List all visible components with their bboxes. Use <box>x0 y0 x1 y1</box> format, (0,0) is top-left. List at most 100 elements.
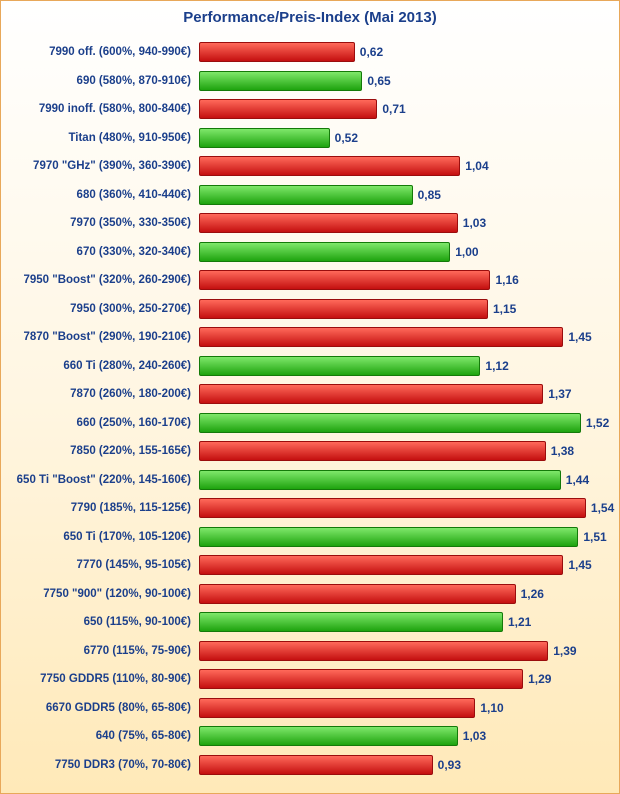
row-bar <box>199 726 458 746</box>
row-value: 1,26 <box>516 584 544 604</box>
row-value: 0,93 <box>433 755 461 775</box>
row-label: 6670 GDDR5 (80%, 65-80€) <box>11 702 199 714</box>
row-label: 7950 (300%, 250-270€) <box>11 303 199 315</box>
row-track: 1,00 <box>199 242 609 262</box>
row-label: 7750 DDR3 (70%, 70-80€) <box>11 759 199 771</box>
row-value: 0,65 <box>362 71 390 91</box>
row-value: 1,45 <box>563 555 591 575</box>
row-bar <box>199 270 490 290</box>
chart-row: 7950 (300%, 250-270€)1,15 <box>11 295 609 324</box>
row-bar <box>199 527 578 547</box>
row-label: 7770 (145%, 95-105€) <box>11 559 199 571</box>
row-label: 660 Ti (280%, 240-260€) <box>11 360 199 372</box>
chart-row: 7770 (145%, 95-105€) 1,45 <box>11 551 609 580</box>
row-label: 6770 (115%, 75-90€) <box>11 645 199 657</box>
chart-row: 7990 off. (600%, 940-990€) 0,62 <box>11 38 609 67</box>
chart-row: 7970 (350%, 330-350€)1,03 <box>11 209 609 238</box>
row-label: 690 (580%, 870-910€) <box>11 75 199 87</box>
row-track: 1,29 <box>199 669 609 689</box>
chart-row: 670 (330%, 320-340€) 1,00 <box>11 238 609 267</box>
row-bar <box>199 470 561 490</box>
row-label: 680 (360%, 410-440€) <box>11 189 199 201</box>
row-track: 1,52 <box>199 413 609 433</box>
row-value: 1,37 <box>543 384 571 404</box>
row-value: 1,00 <box>450 242 478 262</box>
row-value: 1,10 <box>475 698 503 718</box>
row-value: 1,38 <box>546 441 574 461</box>
row-bar <box>199 698 475 718</box>
row-label: 670 (330%, 320-340€) <box>11 246 199 258</box>
row-track: 1,26 <box>199 584 609 604</box>
row-track: 1,21 <box>199 612 609 632</box>
row-bar <box>199 384 543 404</box>
row-value: 1,04 <box>460 156 488 176</box>
row-value: 1,16 <box>490 270 518 290</box>
row-label: 7990 inoff. (580%, 800-840€) <box>11 103 199 115</box>
row-value: 1,51 <box>578 527 606 547</box>
row-bar <box>199 584 516 604</box>
row-value: 1,03 <box>458 726 486 746</box>
row-value: 0,62 <box>355 42 383 62</box>
row-track: 1,15 <box>199 299 609 319</box>
row-track: 0,52 <box>199 128 609 148</box>
row-bar <box>199 441 546 461</box>
chart-row: 690 (580%, 870-910€) 0,65 <box>11 67 609 96</box>
row-track: 1,51 <box>199 527 609 547</box>
chart-row: 7750 DDR3 (70%, 70-80€) 0,93 <box>11 751 609 780</box>
row-value: 1,44 <box>561 470 589 490</box>
row-value: 0,85 <box>413 185 441 205</box>
row-track: 0,85 <box>199 185 609 205</box>
chart-row: 7750 "900" (120%, 90-100€) 1,26 <box>11 580 609 609</box>
chart-row: 650 Ti "Boost" (220%, 145-160€) 1,44 <box>11 466 609 495</box>
row-track: 0,71 <box>199 99 609 119</box>
chart-row: 7990 inoff. (580%, 800-840€) 0,71 <box>11 95 609 124</box>
row-track: 1,37 <box>199 384 609 404</box>
row-bar <box>199 128 330 148</box>
chart-row: 660 (250%, 160-170€)1,52 <box>11 409 609 438</box>
row-label: 7850 (220%, 155-165€) <box>11 445 199 457</box>
row-bar <box>199 413 581 433</box>
chart-row: Titan (480%, 910-950€)0,52 <box>11 124 609 153</box>
row-value: 1,29 <box>523 669 551 689</box>
chart-row: 660 Ti (280%, 240-260€)1,12 <box>11 352 609 381</box>
row-bar <box>199 42 355 62</box>
row-track: 0,62 <box>199 42 609 62</box>
row-value: 1,39 <box>548 641 576 661</box>
row-label: 7750 GDDR5 (110%, 80-90€) <box>11 673 199 685</box>
chart-row: 7790 (185%, 115-125€)1,54 <box>11 494 609 523</box>
row-value: 0,71 <box>377 99 405 119</box>
chart-row: 7850 (220%, 155-165€) 1,38 <box>11 437 609 466</box>
row-track: 1,38 <box>199 441 609 461</box>
chart-rows: 7990 off. (600%, 940-990€) 0,62 690 (580%,… <box>11 38 609 779</box>
row-track: 1,45 <box>199 327 609 347</box>
chart-row: 7870 (260%, 180-200€) 1,37 <box>11 380 609 409</box>
row-track: 1,03 <box>199 213 609 233</box>
row-bar <box>199 99 377 119</box>
row-bar <box>199 327 563 347</box>
row-value: 1,21 <box>503 612 531 632</box>
row-bar <box>199 498 586 518</box>
row-bar <box>199 185 413 205</box>
row-track: 1,04 <box>199 156 609 176</box>
row-label: 7990 off. (600%, 940-990€) <box>11 46 199 58</box>
row-value: 1,52 <box>581 413 609 433</box>
row-track: 0,65 <box>199 71 609 91</box>
row-bar <box>199 156 460 176</box>
row-track: 1,44 <box>199 470 609 490</box>
row-value: 1,45 <box>563 327 591 347</box>
row-bar <box>199 755 433 775</box>
row-label: 7970 "GHz" (390%, 360-390€) <box>11 160 199 172</box>
row-bar <box>199 71 362 91</box>
chart-row: 7750 GDDR5 (110%, 80-90€) 1,29 <box>11 665 609 694</box>
chart-row: 650 (115%, 90-100€)1,21 <box>11 608 609 637</box>
row-label: 640 (75%, 65-80€) <box>11 730 199 742</box>
row-bar <box>199 555 563 575</box>
row-bar <box>199 213 458 233</box>
row-value: 1,54 <box>586 498 614 518</box>
row-label: 7870 (260%, 180-200€) <box>11 388 199 400</box>
row-track: 1,03 <box>199 726 609 746</box>
row-bar <box>199 356 480 376</box>
row-label: 650 Ti "Boost" (220%, 145-160€) <box>11 474 199 486</box>
row-label: 7750 "900" (120%, 90-100€) <box>11 588 199 600</box>
row-bar <box>199 242 450 262</box>
